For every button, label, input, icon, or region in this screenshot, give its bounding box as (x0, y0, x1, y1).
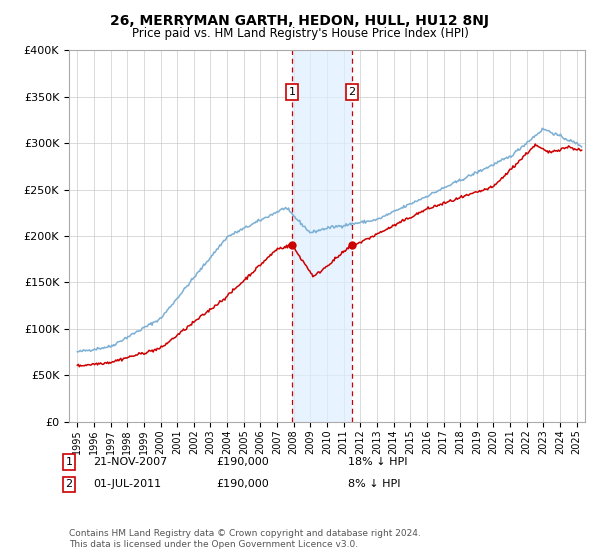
Text: Price paid vs. HM Land Registry's House Price Index (HPI): Price paid vs. HM Land Registry's House … (131, 27, 469, 40)
Text: 2: 2 (349, 87, 356, 97)
Text: 2: 2 (65, 479, 73, 489)
Text: 26, MERRYMAN GARTH, HEDON, HULL, HU12 8NJ: 26, MERRYMAN GARTH, HEDON, HULL, HU12 8N… (110, 14, 490, 28)
Text: 18% ↓ HPI: 18% ↓ HPI (348, 457, 407, 467)
Text: 21-NOV-2007: 21-NOV-2007 (93, 457, 167, 467)
Bar (292, 50, 352, 422)
Text: Contains HM Land Registry data © Crown copyright and database right 2024.
This d: Contains HM Land Registry data © Crown c… (69, 529, 421, 549)
Text: £190,000: £190,000 (216, 479, 269, 489)
Text: 8% ↓ HPI: 8% ↓ HPI (348, 479, 401, 489)
Text: 01-JUL-2011: 01-JUL-2011 (93, 479, 161, 489)
Text: 1: 1 (289, 87, 295, 97)
Text: 1: 1 (65, 457, 73, 467)
Text: £190,000: £190,000 (216, 457, 269, 467)
